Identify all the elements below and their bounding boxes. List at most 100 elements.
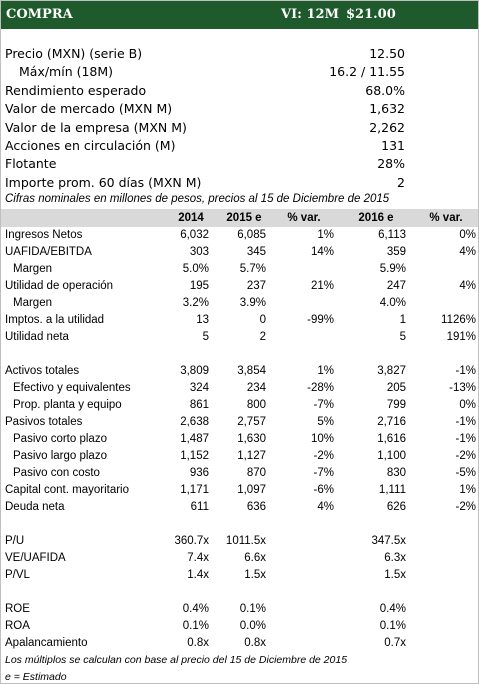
row-label: Pasivo corto plazo <box>13 433 107 445</box>
cell: 1 <box>399 314 406 326</box>
row-label: ROA <box>5 620 30 632</box>
cell: 5.7% <box>239 263 266 275</box>
cell: -2% <box>455 501 476 513</box>
cell: 2,757 <box>237 416 266 428</box>
cell: 1,097 <box>237 484 266 496</box>
cell: 636 <box>246 501 266 513</box>
cell: 6,113 <box>378 229 406 241</box>
row-label: VE/UAFIDA <box>5 552 66 564</box>
cell: 861 <box>189 399 209 411</box>
cell: 0.8x <box>187 637 209 649</box>
summary-label: Acciones en circulación (M) <box>5 138 176 153</box>
summary-value: 2 <box>397 174 405 190</box>
cell: 6.6x <box>244 552 266 564</box>
cell: 3,827 <box>377 365 406 377</box>
column-header: 2016 e <box>358 212 394 224</box>
cell: 0.1% <box>379 620 406 632</box>
cell: 13 <box>196 314 209 326</box>
cell: 626 <box>386 501 406 513</box>
cell: 1,127 <box>237 450 266 462</box>
row-label: Margen <box>13 297 52 309</box>
cell: 7.4x <box>187 552 209 564</box>
cell: -2% <box>455 450 476 462</box>
cell: 234 <box>246 382 266 394</box>
row-label: Efectivo y equivalentes <box>13 382 131 394</box>
cell: -13% <box>449 382 476 394</box>
cell: 3.2% <box>182 297 209 309</box>
summary-label: Valor de mercado (MXN M) <box>5 101 173 117</box>
cell: 1,111 <box>378 484 406 496</box>
cell: 5 <box>202 331 209 343</box>
cell: 345 <box>246 246 266 258</box>
cell: -5% <box>455 467 476 479</box>
cell: 6,032 <box>180 229 209 241</box>
cell: 0.0% <box>239 620 266 632</box>
cell: 205 <box>386 382 406 394</box>
row-label: Pasivos totales <box>5 416 83 428</box>
cell: 0.1% <box>239 603 266 615</box>
row-label: Utilidad de operación <box>5 280 114 292</box>
cell: 2 <box>259 331 266 343</box>
row-label: Pasivo largo plazo <box>13 450 107 462</box>
cell: 359 <box>386 246 406 258</box>
summary-label: Flotante <box>5 156 57 172</box>
cell: -1% <box>455 433 476 445</box>
cell: 0% <box>459 229 476 241</box>
cell: 0% <box>459 399 476 411</box>
column-header: % var. <box>429 212 463 224</box>
cell: 2,716 <box>377 416 406 428</box>
row-label: Imptos. a la utilidad <box>5 314 105 326</box>
summary-value: 16.2 / 11.55 <box>329 64 405 80</box>
row-label: Deuda neta <box>5 501 65 513</box>
row-label: Utilidad neta <box>5 331 69 343</box>
row-label: Margen <box>13 263 52 275</box>
cell: 14% <box>310 246 334 258</box>
cell: -1% <box>455 365 476 377</box>
row-label: P/U <box>5 535 25 547</box>
row-label: Prop. planta y equipo <box>13 399 122 411</box>
cell: 1% <box>317 229 334 241</box>
cell: 195 <box>189 280 209 292</box>
column-header: 2015 e <box>226 212 262 224</box>
row-label: Capital cont. mayoritario <box>5 484 129 496</box>
cell: 830 <box>386 467 406 479</box>
summary-label: Importe prom. 60 días (MXN M) <box>5 174 202 190</box>
cell: 1,487 <box>180 433 209 445</box>
cell: 6,085 <box>237 229 266 241</box>
row-label: Activos totales <box>5 365 80 377</box>
cell: 1,152 <box>180 450 209 462</box>
summary-value: 28% <box>377 156 405 172</box>
summary-label: Máx/mín (18M) <box>19 64 114 80</box>
cell: 0 <box>259 314 266 326</box>
cell: 360.7x <box>174 535 209 547</box>
cell: 870 <box>246 467 266 479</box>
cell: 4.0% <box>379 297 406 309</box>
cell: 5.9% <box>379 263 406 275</box>
row-label: ROE <box>5 603 30 615</box>
rating: COMPRA <box>6 7 73 22</box>
row-label: UAFIDA/EBITDA <box>5 246 92 258</box>
cell: 4% <box>459 280 476 292</box>
table-header-band <box>1 209 478 227</box>
row-label: Apalancamiento <box>5 637 88 649</box>
cell: 936 <box>189 467 209 479</box>
cell: 5.0% <box>182 263 209 275</box>
summary-value: 2,262 <box>369 119 405 135</box>
cell: -99% <box>307 314 334 326</box>
cell: 347.5x <box>371 535 406 547</box>
summary-label: Rendimiento esperado <box>5 82 147 98</box>
cell: 1.5x <box>244 569 266 581</box>
cell: -2% <box>313 450 334 462</box>
cell: 1,171 <box>180 484 209 496</box>
summary-value: 68.0% <box>365 82 405 98</box>
summary-value: 1,632 <box>369 101 405 117</box>
cell: 1.5x <box>384 569 406 581</box>
cell: 799 <box>386 399 406 411</box>
cell: 1% <box>317 365 334 377</box>
cell: 0.4% <box>182 603 209 615</box>
cell: 611 <box>190 501 209 513</box>
cell: -28% <box>307 382 334 394</box>
cell: 3,809 <box>180 365 209 377</box>
cell: 0.4% <box>379 603 406 615</box>
cell: 191% <box>446 331 476 343</box>
